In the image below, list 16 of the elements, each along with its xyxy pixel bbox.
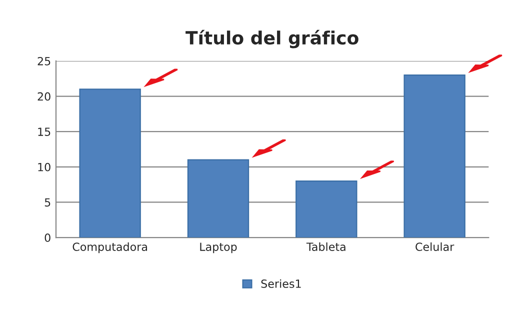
y-tick-label: 25 [38,56,50,66]
legend-label: Series1 [261,279,301,288]
x-tick-label: Tableta [306,242,346,251]
bar [79,88,141,238]
x-tick-label: Computadora [72,242,147,254]
x-tick-label: Celular [416,242,454,251]
y-tick-label: 0 [44,234,50,242]
y-tick-label: 5 [44,198,50,207]
y-tick-label: 20 [38,92,50,101]
bar [404,74,466,238]
chart-title: Título del gráfico [186,30,358,48]
x-tick-label: Laptop [200,242,237,254]
bar [187,159,250,238]
bar [296,180,358,238]
y-tick-label: 10 [38,162,50,172]
y-tick-label: 15 [38,128,50,136]
